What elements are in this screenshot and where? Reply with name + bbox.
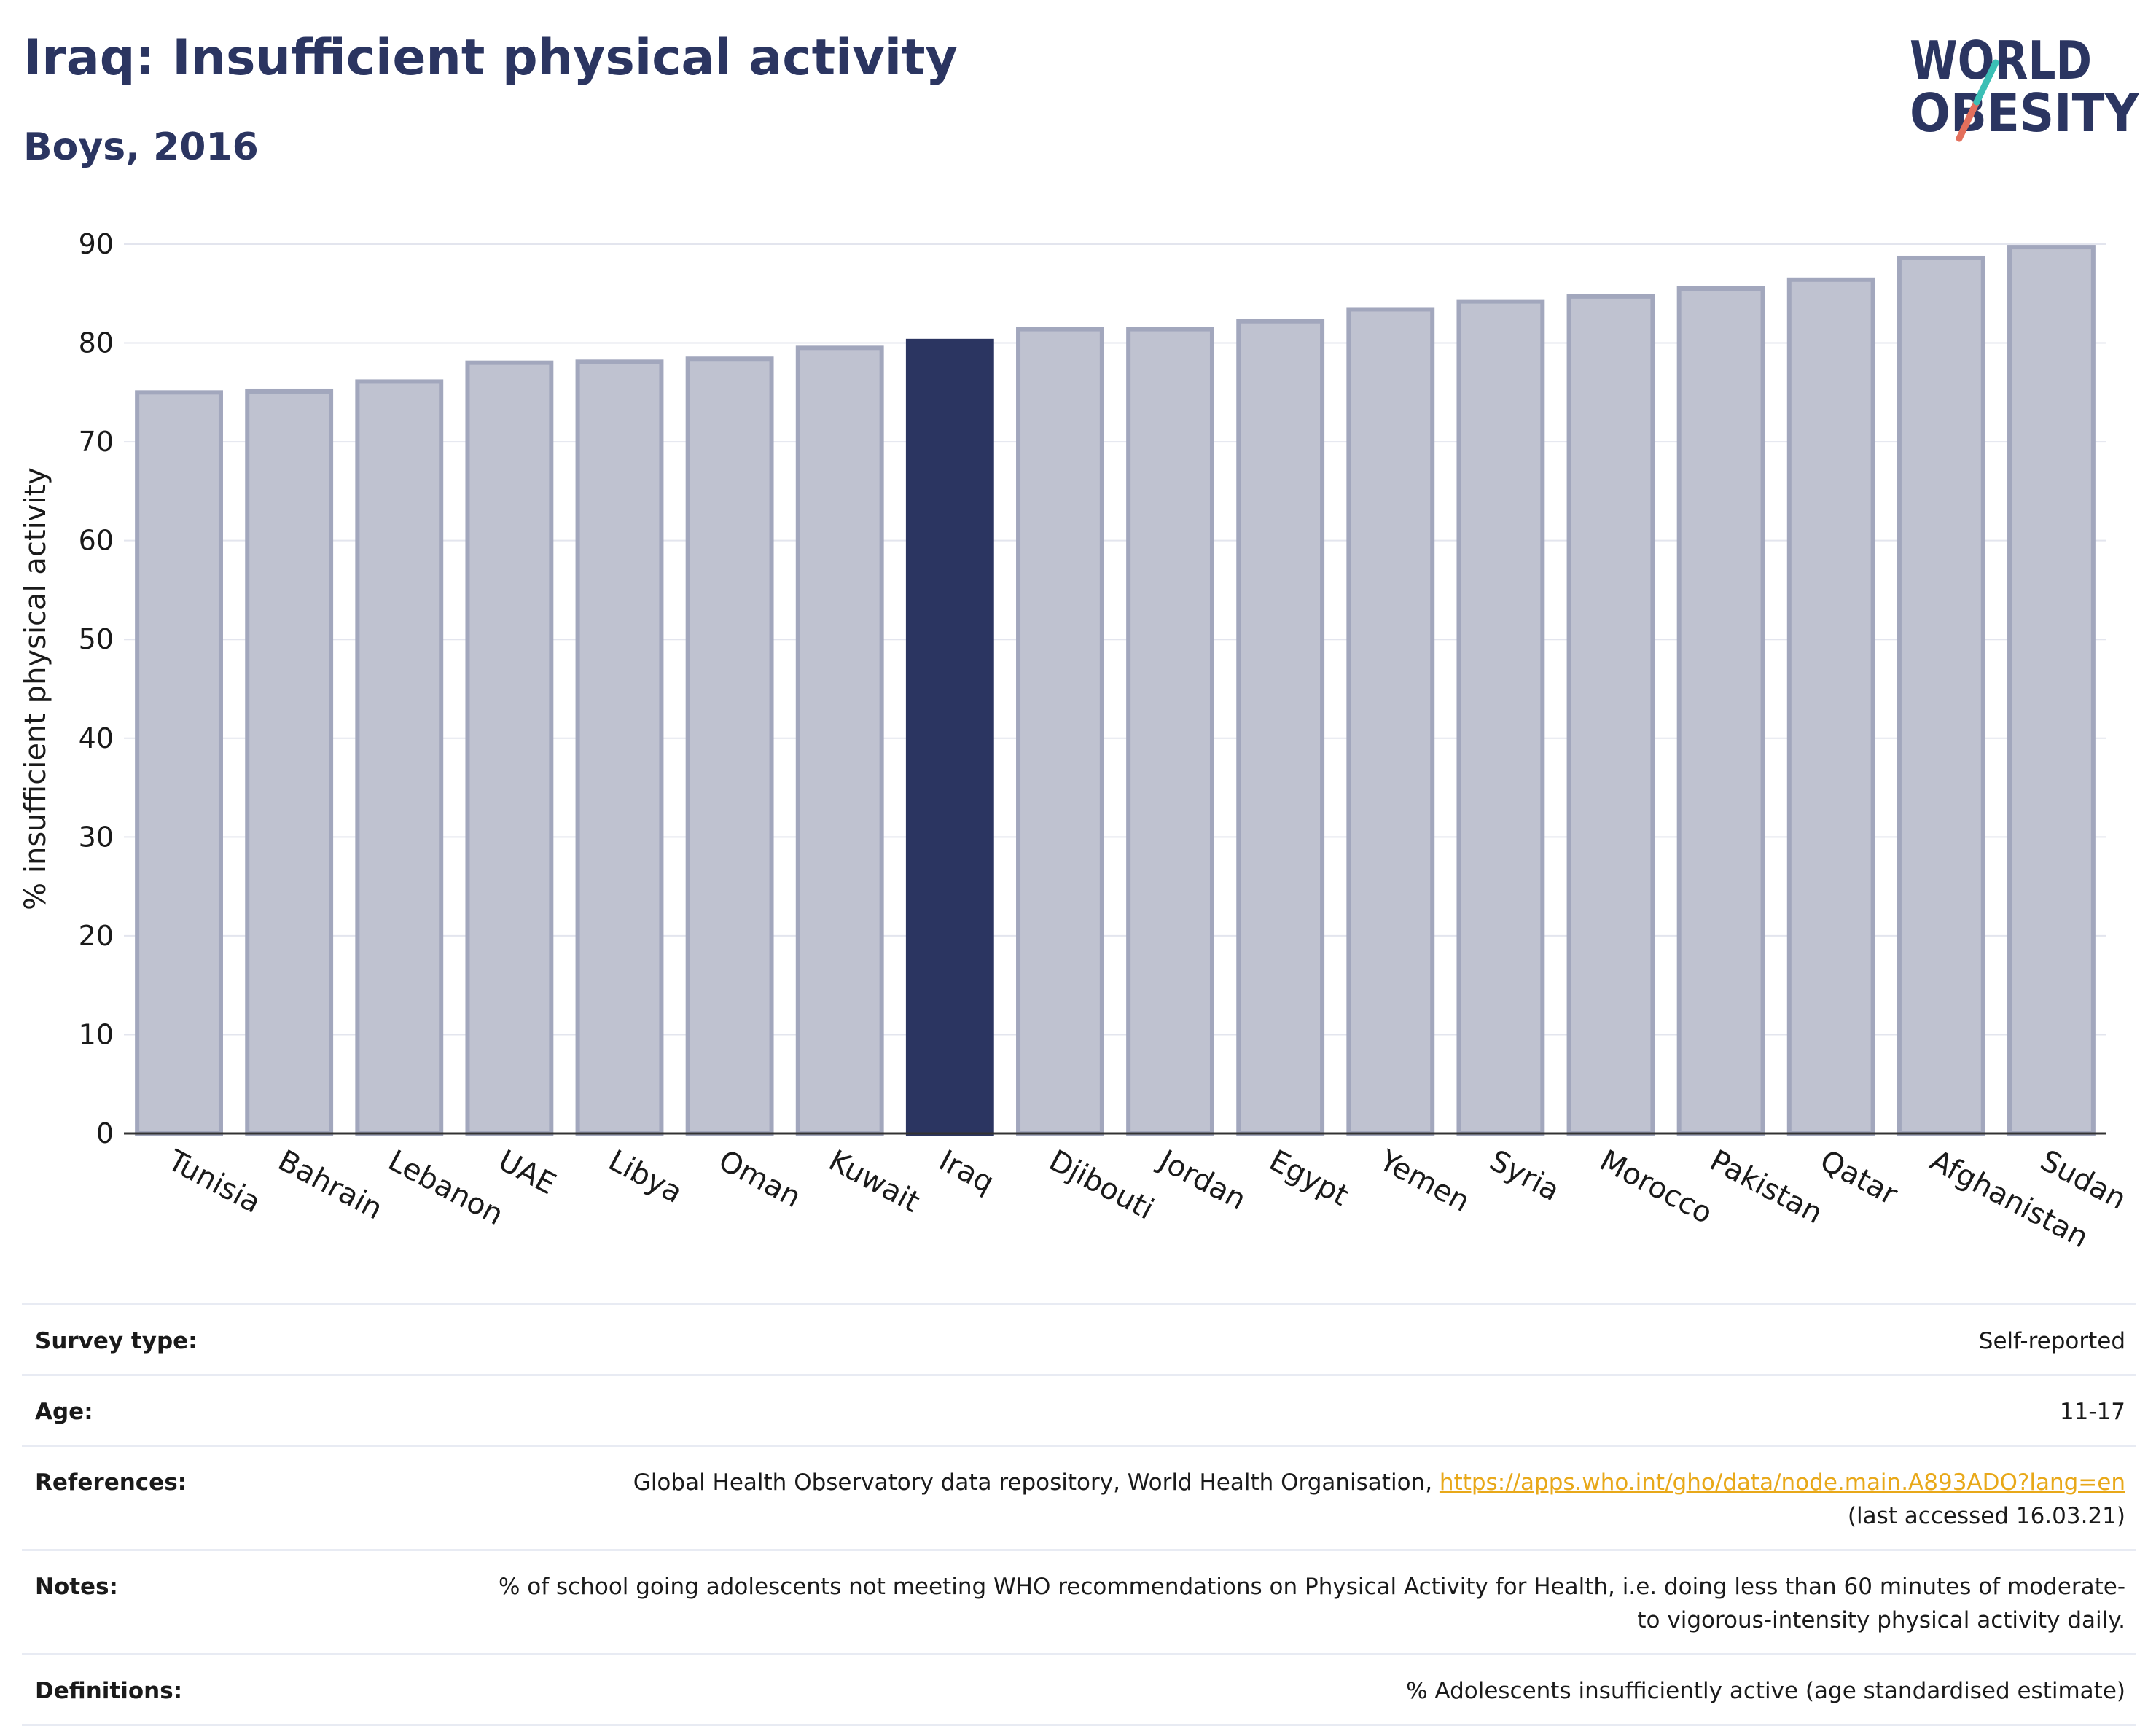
bar-afghanistan (1897, 255, 1985, 1136)
info-row-survey-type: Survey type: Self-reported (22, 1303, 2136, 1374)
bar-yemen (1346, 307, 1435, 1136)
x-tick-label: Djibouti (1044, 1144, 1159, 1226)
x-tick-label: Pakistan (1704, 1144, 1827, 1230)
chart-subtitle: Boys, 2016 (23, 125, 259, 169)
references-link[interactable]: https://apps.who.int/gho/data/node.main.… (1439, 1469, 2125, 1496)
logo-word-obesity: OBESITY (1910, 82, 2140, 144)
bar-egypt (1236, 319, 1325, 1136)
bars (135, 245, 2096, 1136)
bar-djibouti (1016, 327, 1104, 1136)
world-obesity-logo: WORLD OBESITY (1910, 30, 2140, 144)
survey-type-value: Self-reported (1978, 1328, 2125, 1354)
survey-type-label: Survey type: (35, 1328, 198, 1354)
notes-label: Notes: (35, 1574, 118, 1600)
x-tick-label: Bahrain (273, 1144, 388, 1226)
x-tick-label: Syria (1484, 1144, 1565, 1208)
bar-tunisia (135, 390, 223, 1136)
x-tick-label: Morocco (1594, 1144, 1717, 1230)
y-tick-label: 10 (79, 1018, 114, 1050)
chart-title: Iraq: Insufficient physical activity (23, 29, 958, 87)
x-tick-label: Oman (713, 1144, 806, 1214)
age-label: Age: (35, 1399, 93, 1425)
info-row-references: References: Global Health Observatory da… (22, 1445, 2136, 1549)
age-value: 11-17 (2059, 1399, 2125, 1425)
y-tick-label: 70 (79, 426, 114, 458)
references-label: References: (35, 1469, 187, 1496)
x-tick-label: UAE (493, 1144, 561, 1201)
definitions-label: Definitions: (35, 1678, 183, 1704)
info-table: Survey type: Self-reported Age: 11-17 Re… (22, 1303, 2136, 1726)
bar-kuwait (795, 345, 884, 1136)
y-tick-label: 90 (79, 228, 114, 260)
y-tick-label: 60 (79, 525, 114, 557)
bar-oman (685, 356, 774, 1136)
bar-iraq (905, 338, 994, 1136)
bar-chart: 0 10 20 30 40 50 60 70 80 90 Tunisia BahrainLebano… (19, 228, 2132, 1254)
bar-uae (465, 360, 554, 1136)
x-tick-label: Libya (603, 1144, 687, 1210)
y-tick-label: 20 (79, 920, 114, 952)
references-text: Global Health Observatory data repositor… (633, 1469, 1440, 1496)
definitions-value: % Adolescents insufficiently active (age… (1406, 1678, 2125, 1704)
bar-lebanon (355, 379, 444, 1136)
x-tick-label: Kuwait (824, 1144, 926, 1219)
y-tick-label: 50 (79, 623, 114, 655)
info-row-definitions: Definitions: % Adolescents insufficientl… (22, 1653, 2136, 1726)
logo-word-world: WORLD (1910, 30, 2092, 91)
info-row-notes: Notes: % of school going adolescents not… (22, 1549, 2136, 1653)
x-tick-label: Qatar (1815, 1144, 1904, 1212)
x-tick-label: Tunisia (162, 1144, 266, 1220)
y-tick-labels: 0 10 20 30 40 50 60 70 80 90 (79, 228, 114, 1149)
bar-pakistan (1676, 286, 1765, 1136)
bar-sudan (2007, 245, 2096, 1136)
y-tick-label: 0 (96, 1117, 114, 1149)
notes-value: % of school going adolescents not meetin… (498, 1574, 2125, 1633)
x-tick-label: Egypt (1264, 1144, 1354, 1213)
references-accessed: (last accessed 16.03.21) (1847, 1503, 2125, 1529)
bar-libya (575, 359, 664, 1136)
y-axis-title: % insufficient physical activity (19, 467, 52, 910)
y-tick-label: 30 (79, 821, 114, 853)
y-tick-label: 80 (79, 327, 114, 359)
x-tick-label: Jordan (1152, 1143, 1251, 1217)
references-value: Global Health Observatory data repositor… (633, 1466, 2125, 1533)
bar-bahrain (245, 388, 334, 1136)
x-tick-label: Iraq (934, 1144, 1000, 1200)
bar-syria (1456, 299, 1545, 1136)
x-tick-label: Lebanon (383, 1144, 509, 1232)
bar-qatar (1786, 277, 1875, 1136)
info-row-age: Age: 11-17 (22, 1374, 2136, 1445)
bar-morocco (1566, 294, 1655, 1136)
y-tick-label: 40 (79, 722, 114, 754)
logo-slash-bottom (1973, 59, 1999, 106)
x-tick-label: Yemen (1373, 1144, 1475, 1219)
bar-jordan (1126, 327, 1214, 1136)
logo-slash-top (1956, 98, 1980, 142)
